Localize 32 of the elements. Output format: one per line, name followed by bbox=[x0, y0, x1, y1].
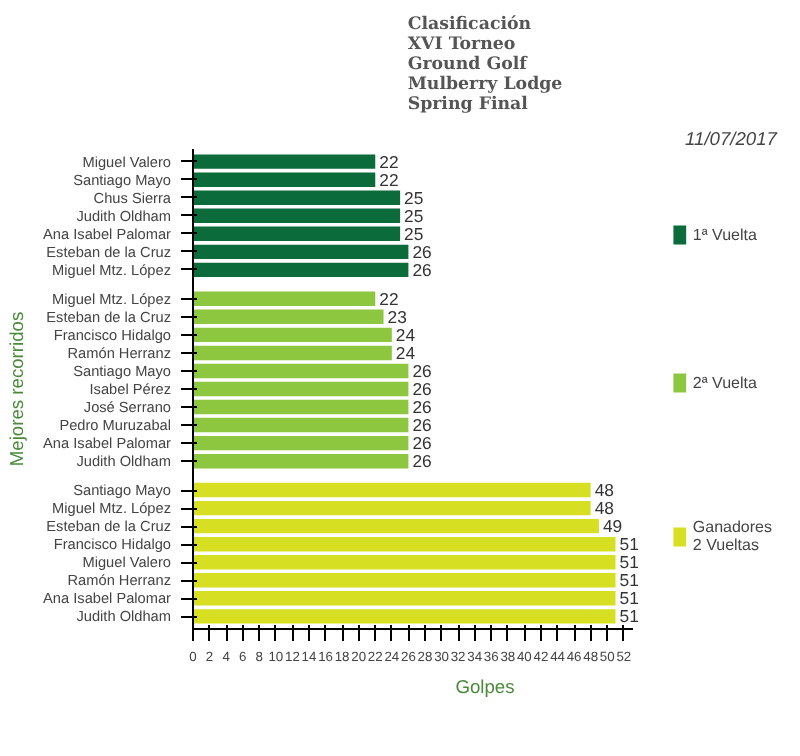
data-label: 51 bbox=[619, 606, 640, 627]
legend-label: 2ª Vuelta bbox=[692, 373, 757, 391]
data-label: 51 bbox=[619, 588, 640, 609]
data-label: 25 bbox=[404, 205, 424, 226]
data-label: 51 bbox=[619, 534, 640, 555]
chart-title: Clasificación XVI Torneo Ground Golf Mulberry Lodge Spring Final bbox=[407, 15, 564, 115]
data-label: 26 bbox=[412, 433, 433, 454]
data-label: 24 bbox=[395, 342, 416, 363]
data-label: 49 bbox=[602, 516, 623, 537]
text: 11/07/2017 bbox=[685, 129, 779, 149]
data-label: 26 bbox=[412, 397, 433, 418]
data-label: 25 bbox=[404, 187, 424, 208]
y-axis-title: Mejores recorridos bbox=[7, 311, 28, 467]
data-label: 25 bbox=[404, 223, 424, 244]
legend-label: Ganadores 2 Vueltas bbox=[692, 518, 772, 554]
data-label: 22 bbox=[379, 288, 399, 309]
data-label: 51 bbox=[619, 552, 640, 573]
data-label: 26 bbox=[412, 241, 433, 262]
data-label: 26 bbox=[412, 415, 433, 436]
data-label: 48 bbox=[594, 498, 615, 519]
data-label: 48 bbox=[594, 480, 615, 501]
data-label: 26 bbox=[412, 379, 433, 399]
x-axis-title: Golpes bbox=[455, 677, 516, 697]
data-label: 22 bbox=[379, 169, 399, 190]
data-label: 24 bbox=[395, 324, 416, 345]
data-label: 26 bbox=[412, 259, 433, 280]
data-label: 22 bbox=[379, 151, 399, 172]
data-label: 23 bbox=[387, 306, 408, 327]
data-label: 51 bbox=[619, 570, 640, 591]
data-label: 26 bbox=[412, 360, 433, 381]
legend-label: 1ª Vuelta bbox=[692, 225, 757, 243]
data-label: 26 bbox=[412, 451, 433, 472]
